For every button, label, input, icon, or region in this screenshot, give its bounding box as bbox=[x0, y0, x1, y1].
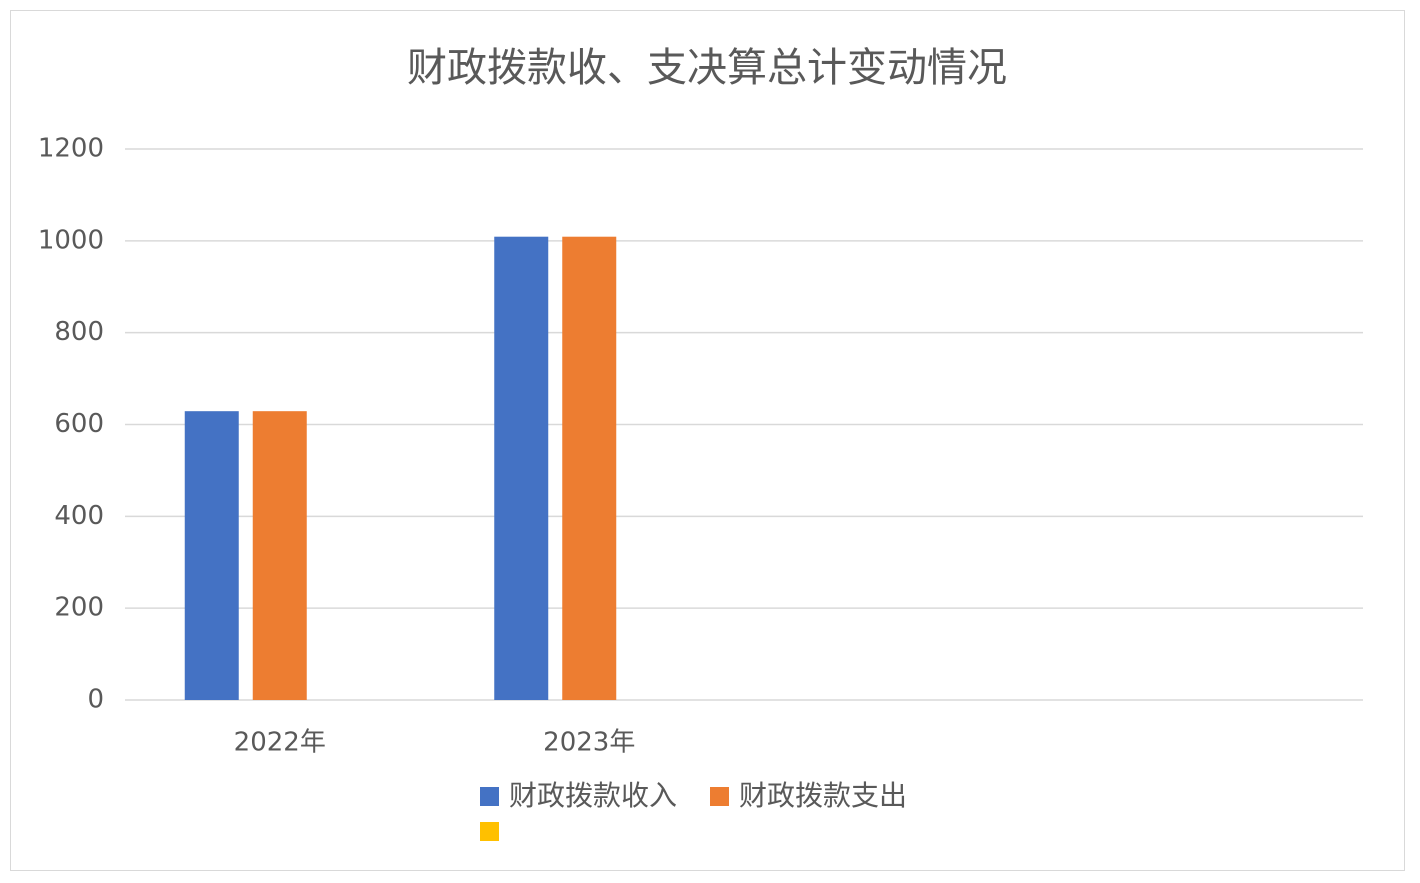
y-tick-label: 600 bbox=[54, 409, 104, 439]
legend-swatch bbox=[480, 787, 499, 806]
y-tick-label: 200 bbox=[54, 593, 104, 623]
chart-title: 财政拨款收、支决算总计变动情况 bbox=[407, 45, 1007, 91]
bar bbox=[562, 236, 617, 700]
bar bbox=[494, 236, 549, 700]
chart-frame bbox=[10, 10, 1405, 871]
y-tick-label: 0 bbox=[87, 685, 104, 715]
y-tick-label: 1200 bbox=[38, 134, 104, 164]
legend-label: 财政拨款收入 bbox=[509, 779, 677, 812]
y-tick-label: 400 bbox=[54, 501, 104, 531]
bar bbox=[252, 411, 307, 700]
bar bbox=[184, 411, 239, 700]
x-tick-label: 2023年 bbox=[543, 728, 635, 758]
legend-swatch bbox=[480, 822, 499, 841]
y-tick-label: 800 bbox=[54, 317, 104, 347]
x-tick-label: 2022年 bbox=[234, 728, 326, 758]
legend-label: 财政拨款支出 bbox=[739, 779, 907, 812]
legend-swatch bbox=[710, 787, 729, 806]
y-tick-label: 1000 bbox=[38, 225, 104, 255]
